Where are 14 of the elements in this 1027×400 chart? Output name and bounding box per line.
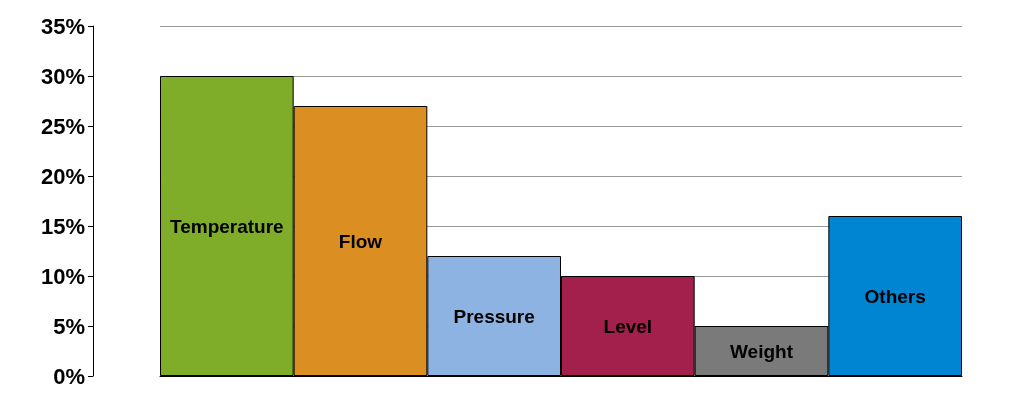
x-tick-label: Level (603, 315, 653, 337)
x-tick-label: Pressure (453, 305, 535, 327)
x-tick-label: Others (864, 285, 926, 307)
x-tick-label: Temperature (169, 215, 284, 237)
y-tick-label: 15% (40, 213, 85, 239)
y-tick-label: 35% (40, 13, 85, 39)
x-tick-label: Weight (730, 340, 794, 362)
y-tick-label: 30% (40, 63, 85, 89)
y-tick-label: 10% (40, 263, 85, 289)
y-tick-label: 25% (40, 113, 85, 139)
x-tick-label: Flow (338, 230, 383, 252)
y-tick-label: 5% (53, 313, 85, 339)
y-tick-label: 0% (53, 363, 85, 389)
y-tick-label: 20% (40, 163, 85, 189)
